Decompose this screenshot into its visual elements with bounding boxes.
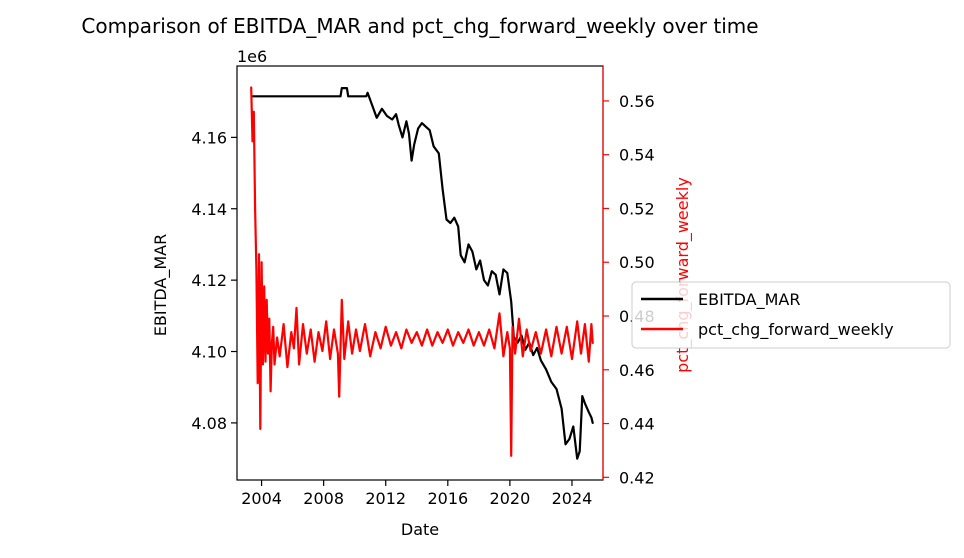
x-tick-label: 2008	[303, 489, 344, 508]
x-axis: 2004 2008 2012 2016 2020 2024	[241, 480, 592, 508]
chart-title: Comparison of EBITDA_MAR and pct_chg_for…	[81, 14, 758, 38]
plot-frame	[236, 65, 604, 481]
plot-lines	[250, 86, 594, 460]
x-tick-label: 2012	[365, 489, 406, 508]
x-tick-label: 2016	[427, 489, 468, 508]
y-right-tick-label: 0.42	[619, 468, 655, 487]
series-line-pct-chg-forward-weekly	[250, 86, 594, 457]
y-right-tick-label: 0.52	[619, 199, 655, 218]
legend-label-pct: pct_chg_forward_weekly	[698, 320, 894, 340]
y-left-offset-label: 1e6	[237, 47, 267, 66]
y-left-tick-label: 4.12	[191, 271, 227, 290]
y-right-tick-label: 0.44	[619, 415, 655, 434]
x-tick-label: 2024	[552, 489, 593, 508]
x-tick-label: 2020	[490, 489, 531, 508]
legend-box	[631, 281, 951, 349]
y-right-tick-label: 0.50	[619, 253, 655, 272]
right-axis: 0.420.440.460.480.500.520.540.56	[603, 92, 655, 487]
x-tick-label: 2004	[241, 489, 282, 508]
y-left-tick-label: 4.08	[191, 414, 227, 433]
series-line-ebitda-mar	[251, 86, 594, 460]
legend-label-ebitda: EBITDA_MAR	[698, 290, 800, 310]
y-left-tick-label: 4.14	[191, 200, 227, 219]
y-right-tick-label: 0.54	[619, 146, 655, 165]
y-right-tick-label: 0.46	[619, 361, 655, 380]
y-left-tick-label: 4.16	[191, 128, 227, 147]
y-right-tick-label: 0.56	[619, 92, 655, 111]
legend: EBITDA_MAR pct_chg_forward_weekly	[631, 281, 951, 349]
left-axis: 4.08 4.10 4.12 4.14 4.16	[191, 128, 237, 433]
y-left-axis-label: EBITDA_MAR	[151, 234, 171, 336]
x-axis-label: Date	[401, 520, 439, 539]
y-left-tick-label: 4.10	[191, 343, 227, 362]
